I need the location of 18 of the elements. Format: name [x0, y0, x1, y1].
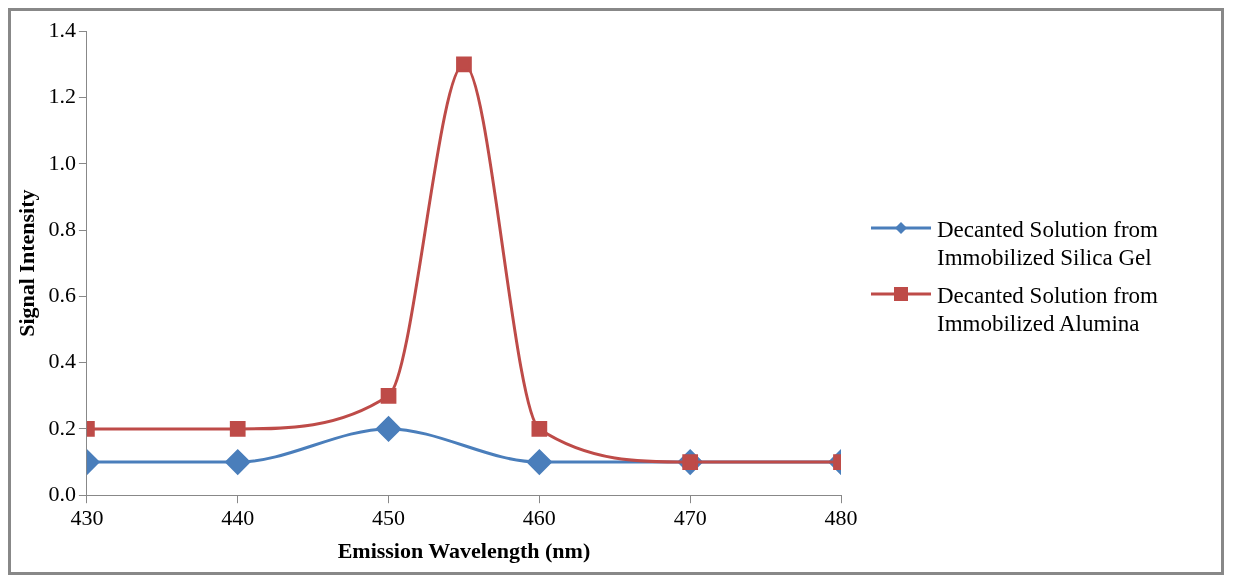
y-tick-label: 0.2 — [48, 414, 76, 440]
legend-label: Decanted Solution from Immobilized Silica Gel — [937, 216, 1159, 272]
y-tick-label: 0.6 — [48, 282, 76, 308]
x-tick-label: 430 — [70, 505, 104, 531]
y-tick-label: 0.4 — [48, 348, 76, 374]
y-tick-label: 0.8 — [48, 215, 76, 241]
y-tick-label: 1.2 — [48, 83, 76, 109]
y-tick-label: 0.0 — [48, 480, 76, 506]
y-tick-label: 1.4 — [48, 16, 76, 42]
x-tick-label: 460 — [522, 505, 556, 531]
x-tick-label: 440 — [221, 505, 255, 531]
x-tick-label: 450 — [372, 505, 406, 531]
x-tick-label: 480 — [824, 505, 858, 531]
x-axis-title: Emission Wavelength (nm) — [337, 538, 591, 564]
legend-label: Decanted Solution from Immobilized Alumina — [937, 282, 1159, 338]
y-tick-label: 1.0 — [48, 149, 76, 175]
x-tick-label: 470 — [673, 505, 707, 531]
y-axis-title: Signal Intensity — [13, 189, 39, 337]
